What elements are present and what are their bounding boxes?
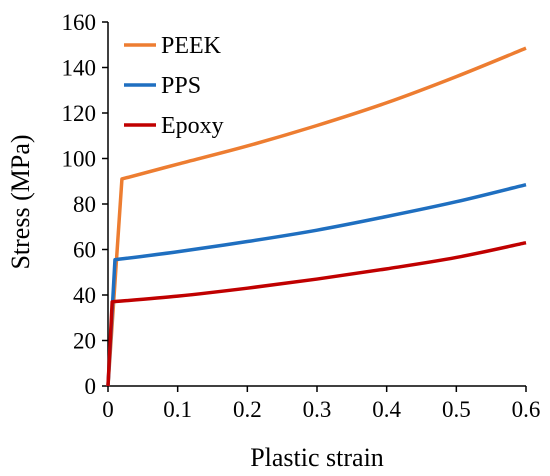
legend-label-epoxy: Epoxy (161, 113, 224, 139)
y-tick-label: 160 (62, 10, 97, 35)
y-tick-label: 60 (73, 238, 96, 263)
x-tick-label: 0 (102, 397, 114, 422)
y-tick-label: 100 (62, 147, 97, 172)
series-layer (106, 46, 527, 387)
x-tick-label: 0.5 (442, 397, 471, 422)
y-axis-title: Stress (MPa) (6, 134, 35, 269)
legend: PEEK PPS Epoxy (124, 33, 224, 139)
x-tick-label: 0.2 (233, 397, 262, 422)
series-line-peek (106, 46, 527, 387)
y-tick-label: 120 (62, 101, 97, 126)
x-tick-label: 0.6 (512, 397, 541, 422)
y-tick-label: 140 (62, 56, 97, 81)
y-tick-label: 40 (73, 283, 96, 308)
legend-label-peek: PEEK (161, 33, 222, 59)
x-tick-label: 0.1 (163, 397, 192, 422)
y-tick-label: 20 (73, 329, 96, 354)
x-tick-label: 0.3 (303, 397, 332, 422)
x-axis-title: Plastic strain (250, 443, 384, 472)
y-tick-label: 0 (85, 374, 97, 399)
series-line-epoxy (106, 240, 527, 387)
legend-label-pps: PPS (161, 73, 201, 99)
series-line-pps (106, 182, 527, 387)
y-tick-label: 80 (73, 192, 96, 217)
axes: 0 20 40 60 80 100 120 140 160 0 0.1 0.2 0.3 0.4 0.5 0.6 (62, 10, 541, 422)
x-tick-label: 0.4 (372, 397, 401, 422)
